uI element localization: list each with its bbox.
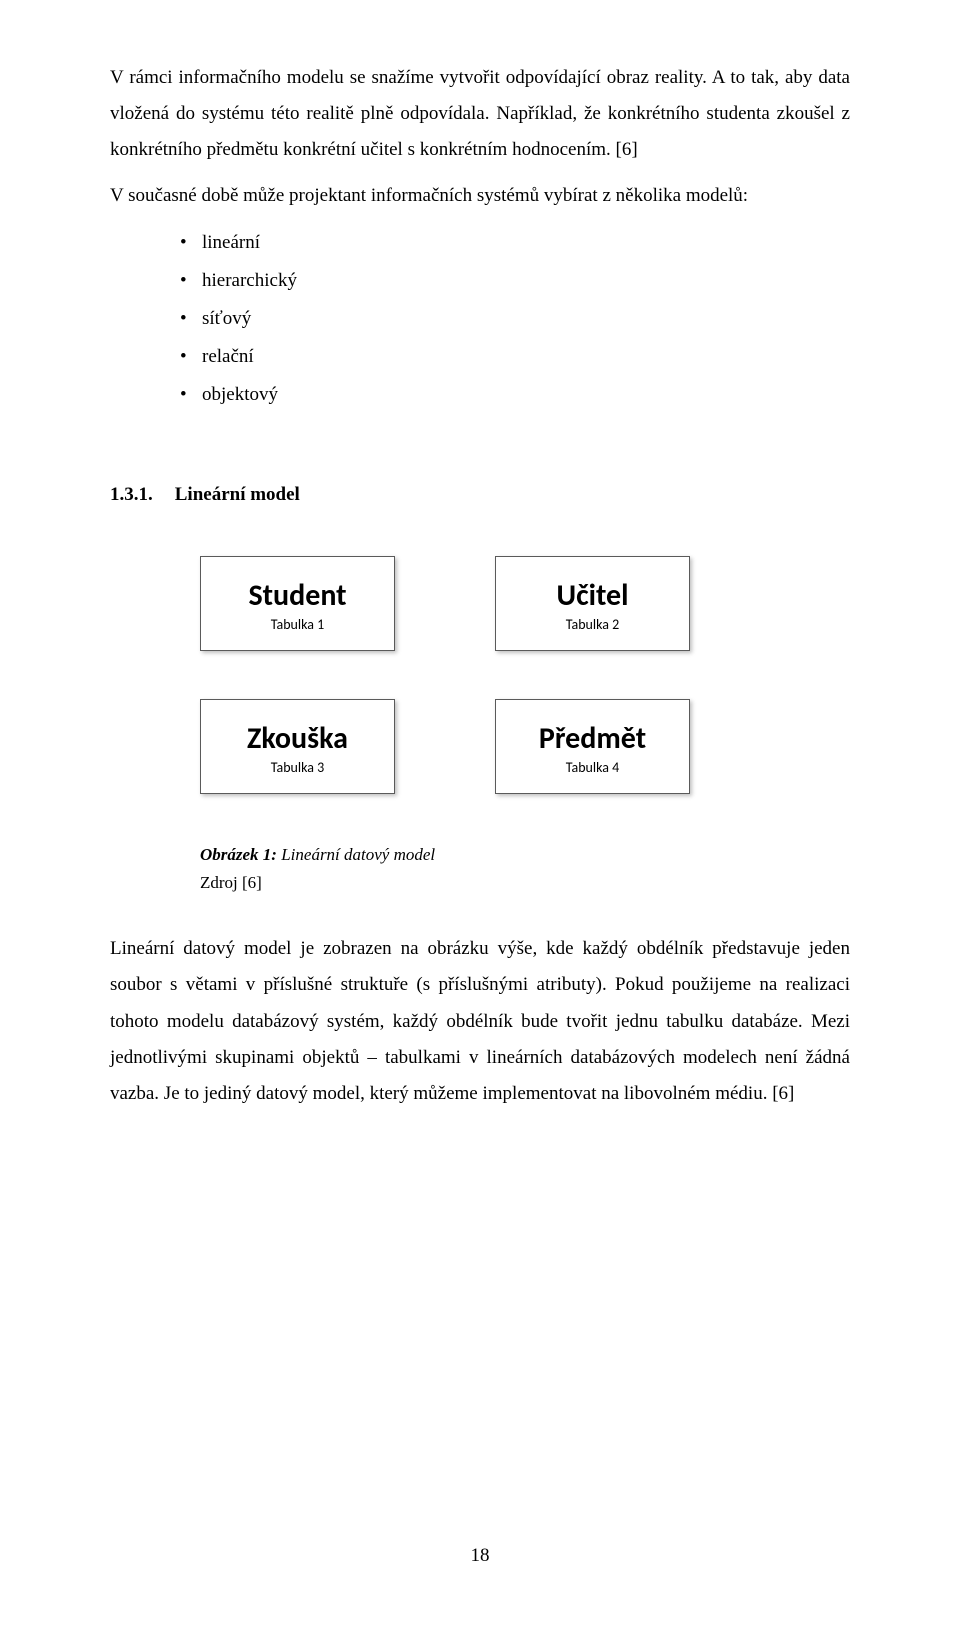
list-item: hierarchický [180, 262, 850, 300]
box-title: Předmět [539, 722, 646, 755]
model-list: lineární hierarchický síťový relační obj… [110, 224, 850, 414]
paragraph-intro-2: V současné době může projektant informač… [110, 178, 850, 214]
diagram-box-ucitel: Učitel Tabulka 2 [495, 556, 690, 651]
list-item: lineární [180, 224, 850, 262]
paragraph-intro-1: V rámci informačního modelu se snažíme v… [110, 60, 850, 168]
box-title: Zkouška [247, 722, 348, 755]
figure-caption: Obrázek 1: Lineární datový model [200, 842, 850, 868]
box-title: Student [248, 579, 346, 612]
linear-model-diagram: Student Tabulka 1 Učitel Tabulka 2 Zkouš… [200, 556, 720, 794]
box-subtitle: Tabulka 1 [271, 616, 324, 633]
caption-text: Lineární datový model [281, 845, 435, 864]
section-title: Lineární model [175, 484, 300, 505]
section-number: 1.3.1. [110, 484, 170, 506]
page-root: V rámci informačního modelu se snažíme v… [0, 0, 960, 1627]
box-subtitle: Tabulka 2 [566, 616, 619, 633]
diagram-row: Zkouška Tabulka 3 Předmět Tabulka 4 [200, 699, 720, 794]
list-item: objektový [180, 376, 850, 414]
section-heading: 1.3.1. Lineární model [110, 484, 850, 506]
diagram-box-student: Student Tabulka 1 [200, 556, 395, 651]
caption-label: Obrázek 1: [200, 845, 281, 864]
list-item: síťový [180, 300, 850, 338]
diagram-box-zkouska: Zkouška Tabulka 3 [200, 699, 395, 794]
page-number: 18 [0, 1545, 960, 1567]
box-subtitle: Tabulka 4 [566, 759, 619, 776]
figure-source: Zdroj [6] [200, 870, 850, 896]
box-title: Učitel [556, 579, 628, 612]
diagram-box-predmet: Předmět Tabulka 4 [495, 699, 690, 794]
list-item: relační [180, 338, 850, 376]
box-subtitle: Tabulka 3 [271, 759, 324, 776]
diagram-row: Student Tabulka 1 Učitel Tabulka 2 [200, 556, 720, 651]
paragraph-body: Lineární datový model je zobrazen na obr… [110, 931, 850, 1111]
